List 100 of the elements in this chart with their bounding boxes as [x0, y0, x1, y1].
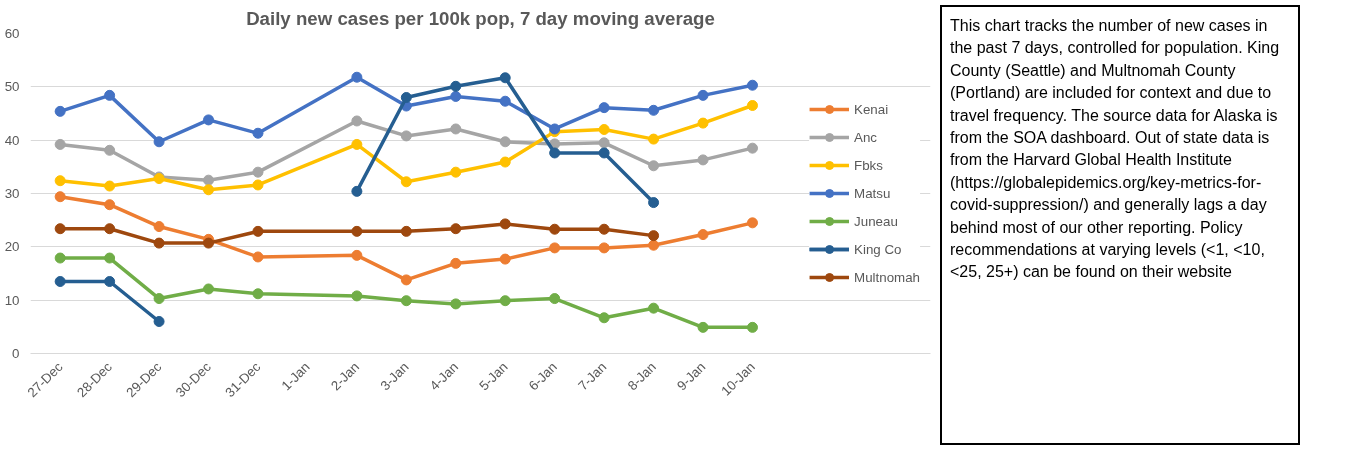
- y-tick-label: 50: [4, 79, 20, 95]
- point: [203, 174, 215, 186]
- point: [499, 156, 511, 168]
- point: [450, 80, 462, 92]
- point: [54, 175, 66, 187]
- point: [648, 239, 660, 251]
- point: [598, 102, 610, 114]
- y-tick-label: 40: [4, 132, 20, 148]
- point: [104, 89, 116, 101]
- point: [54, 252, 66, 264]
- y-tick-label: 30: [4, 186, 20, 201]
- text: This chart tracks the number of new cases in the past 7 days, controlled for population. King County (Seattle) and Multnomah County (Portland) are included for context and due to travel frequency. The source data for Alaska is from the SOA dashboard. Out of state data is from the Harvard Global Health Institute (https://globalepidemics.org/key-metrics-for-covid-suppression/) and generally lags a day behind most of our other reporting. Policy recommendations at varying levels (<1, <10, <25, 25+) can be found on their website: [950, 17, 1280, 281]
- legend-label: King Co: [854, 241, 902, 257]
- point: [400, 130, 412, 142]
- point: [153, 221, 165, 233]
- point: [400, 295, 412, 307]
- point: [104, 276, 116, 287]
- point: [697, 154, 709, 166]
- chart-title: Daily new cases per 100k pop, 7 day moving average: [246, 7, 715, 29]
- point: [598, 312, 610, 324]
- point: [153, 136, 165, 148]
- point: [450, 90, 462, 102]
- point: [54, 105, 66, 117]
- point: [648, 197, 660, 209]
- point: [252, 251, 264, 263]
- point: [450, 257, 462, 269]
- point: [54, 276, 66, 287]
- point: [351, 71, 363, 83]
- point: [598, 137, 610, 149]
- point: [648, 160, 660, 172]
- y-tick-label: 10: [4, 292, 20, 308]
- point: [648, 230, 660, 242]
- point: [252, 166, 264, 178]
- point: [746, 217, 758, 229]
- point: [153, 237, 165, 249]
- point: [54, 138, 66, 150]
- point: [598, 147, 610, 159]
- point: [450, 223, 462, 235]
- point: [648, 104, 660, 116]
- legend-label: Kenai: [854, 101, 889, 117]
- point: [499, 253, 511, 265]
- point: [697, 89, 709, 101]
- point: [351, 225, 363, 237]
- point: [499, 136, 511, 148]
- point: [450, 166, 462, 178]
- point: [746, 100, 758, 111]
- point: [351, 290, 363, 302]
- point: [400, 92, 412, 103]
- point: [203, 184, 215, 196]
- legend-label: Fbks: [854, 157, 883, 173]
- legend-label: Matsu: [854, 185, 891, 201]
- point: [549, 242, 561, 254]
- point: [648, 133, 660, 145]
- point: [54, 223, 66, 235]
- point: [104, 144, 116, 156]
- legend-label: Anc: [854, 129, 878, 145]
- point: [549, 147, 561, 159]
- point: [104, 223, 116, 235]
- point: [252, 288, 264, 300]
- point: [252, 127, 264, 139]
- point: [203, 237, 215, 249]
- point: [648, 302, 660, 314]
- point: [499, 95, 511, 107]
- point: [697, 117, 709, 129]
- point: [499, 72, 511, 84]
- point: [351, 249, 363, 261]
- y-tick-label: 20: [4, 239, 20, 255]
- point: [104, 199, 116, 211]
- point: [153, 316, 165, 327]
- point: [351, 138, 363, 150]
- point: [549, 223, 561, 235]
- point: [450, 298, 462, 310]
- point: [153, 293, 165, 305]
- legend-label: Multnomah: [854, 269, 920, 285]
- point: [549, 293, 561, 305]
- point: [400, 176, 412, 188]
- point: [746, 142, 758, 154]
- point: [252, 179, 264, 191]
- point: [598, 223, 610, 235]
- point: [400, 225, 412, 237]
- point: [499, 295, 511, 307]
- point: [104, 180, 116, 192]
- point: [252, 225, 264, 237]
- point: [598, 242, 610, 254]
- point: [499, 218, 511, 230]
- y-tick-label: 0: [12, 346, 20, 361]
- point: [400, 274, 412, 286]
- point: [203, 283, 215, 295]
- point: [697, 229, 709, 241]
- point: [746, 79, 758, 91]
- point: [697, 321, 709, 333]
- legend-label: Juneau: [854, 213, 898, 229]
- point: [203, 114, 215, 126]
- point: [351, 185, 363, 197]
- point: [351, 115, 363, 127]
- point: [746, 321, 758, 333]
- point: [450, 123, 462, 135]
- y-tick-label: 60: [4, 26, 20, 41]
- point: [598, 124, 610, 135]
- point: [54, 191, 66, 203]
